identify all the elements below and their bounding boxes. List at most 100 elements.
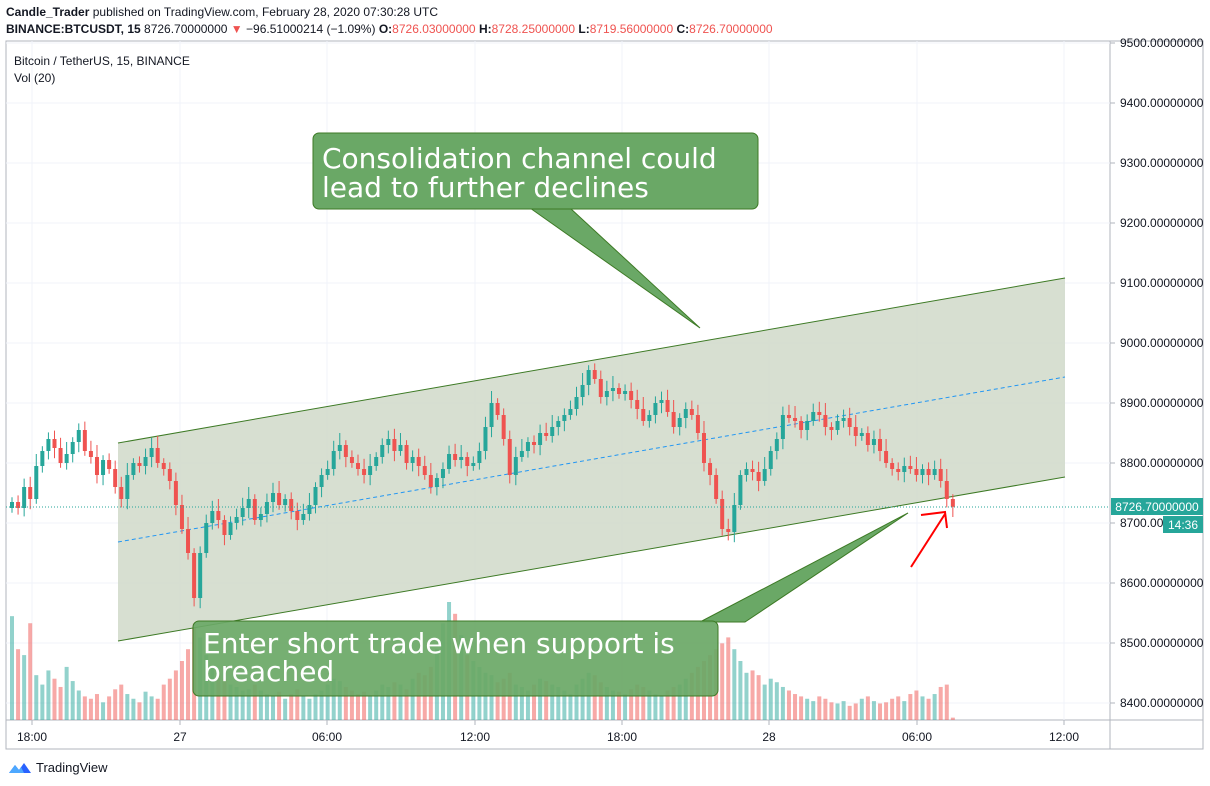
volume-bar bbox=[222, 678, 227, 720]
symbol-info-line: BINANCE:BTCUSDT, 15 8726.70000000 ▼ −96.… bbox=[6, 22, 773, 36]
volume-bar bbox=[629, 689, 634, 720]
volume-bar bbox=[186, 649, 191, 720]
candle-body bbox=[610, 388, 615, 391]
volume-bar bbox=[750, 670, 755, 720]
volume-bar bbox=[592, 675, 597, 720]
volume-bar bbox=[240, 690, 245, 720]
volume-bar bbox=[556, 686, 561, 720]
last-price-label: 8726.70000000 bbox=[1115, 500, 1199, 514]
top-callout-line-2: lead to further declines bbox=[322, 171, 649, 204]
volume-bar bbox=[40, 684, 45, 720]
top-callout-box[interactable] bbox=[312, 132, 759, 210]
volume-bar bbox=[295, 689, 300, 720]
volume-bar bbox=[865, 696, 870, 720]
change-text: −96.51000214 (−1.09%) bbox=[246, 22, 376, 36]
candle-body bbox=[192, 553, 197, 598]
legend-pair[interactable]: Bitcoin / TetherUS, 15, BINANCE bbox=[14, 54, 190, 68]
volume-bar bbox=[623, 694, 628, 720]
candle-body bbox=[768, 451, 773, 469]
volume-bar bbox=[780, 686, 785, 720]
time-axis[interactable]: 18:00 27 06:00 12:00 18:00 28 06:00 12:00 bbox=[17, 720, 1079, 744]
candle-body bbox=[902, 466, 907, 472]
candle-body bbox=[841, 418, 846, 421]
candle-body bbox=[865, 433, 870, 445]
candle-body bbox=[264, 502, 269, 514]
volume-bar bbox=[88, 698, 93, 720]
volume-bar bbox=[355, 694, 360, 720]
candle-body bbox=[641, 409, 646, 421]
channel-lower-line[interactable] bbox=[117, 476, 1066, 642]
candle-body bbox=[647, 415, 652, 421]
candle-body bbox=[258, 514, 263, 520]
volume-bar bbox=[786, 690, 791, 720]
candle-body bbox=[920, 469, 925, 475]
candle-body bbox=[683, 409, 688, 418]
candle-body bbox=[689, 409, 694, 415]
volume-bar bbox=[677, 684, 682, 720]
candle-body bbox=[76, 430, 81, 442]
volume-bar bbox=[550, 684, 555, 720]
bottom-callout-line-1: Enter short trade when support is bbox=[203, 627, 675, 660]
price-tick-label: 9100.00000000 bbox=[1120, 276, 1204, 290]
candle-body bbox=[149, 448, 154, 457]
volume-bar bbox=[392, 682, 397, 720]
volume-bar bbox=[173, 670, 178, 720]
candle-body bbox=[519, 451, 524, 457]
candle-body bbox=[398, 445, 403, 451]
candle-body bbox=[756, 472, 761, 481]
volume-bar bbox=[495, 682, 500, 720]
volume-bar bbox=[525, 690, 530, 720]
candle-body bbox=[878, 439, 883, 451]
candle-body bbox=[107, 460, 112, 469]
volume-bar bbox=[258, 690, 263, 720]
volume-bar bbox=[52, 678, 57, 720]
candle-body bbox=[422, 466, 427, 475]
candle-body bbox=[604, 391, 609, 397]
legend-volume[interactable]: Vol (20) bbox=[14, 71, 55, 85]
candle-body bbox=[240, 508, 245, 517]
bottom-callout-box[interactable] bbox=[192, 620, 719, 697]
time-tick-label: 18:00 bbox=[607, 730, 637, 744]
volume-bar bbox=[101, 702, 106, 720]
candle-body bbox=[853, 427, 858, 436]
volume-bar bbox=[732, 649, 737, 720]
time-tick-label: 18:00 bbox=[17, 730, 47, 744]
top-callout-line-1: Consolidation channel could bbox=[322, 142, 717, 175]
candle-body bbox=[574, 397, 579, 409]
price-axis[interactable]: 8400.00000000 8500.00000000 8600.00000000 8… bbox=[1110, 36, 1204, 710]
volume-bar bbox=[920, 696, 925, 720]
candle-body bbox=[113, 469, 118, 487]
candle-body bbox=[829, 427, 834, 430]
candle-body bbox=[708, 463, 713, 475]
candle-body bbox=[653, 403, 658, 415]
volume-bar bbox=[519, 686, 524, 720]
candle-body bbox=[16, 502, 21, 508]
author-name[interactable]: Candle_Trader bbox=[6, 5, 90, 19]
channel-upper-line[interactable] bbox=[117, 277, 1066, 444]
volume-bar bbox=[653, 694, 658, 720]
footer-brand[interactable]: TradingView bbox=[8, 760, 108, 775]
volume-bar bbox=[932, 694, 937, 720]
candle-body bbox=[774, 439, 779, 451]
candle-body bbox=[659, 400, 664, 403]
open-value: 8726.03000000 bbox=[392, 22, 476, 36]
volume-bar bbox=[94, 694, 99, 720]
volume-bar bbox=[343, 686, 348, 720]
volume-bar bbox=[337, 681, 342, 720]
close-value: 8726.70000000 bbox=[689, 22, 773, 36]
candle-body bbox=[811, 412, 816, 421]
volume-bar bbox=[890, 698, 895, 720]
candle-body bbox=[617, 388, 621, 394]
volume-bar bbox=[574, 684, 579, 720]
candle-body bbox=[465, 457, 470, 466]
candle-body bbox=[28, 487, 33, 499]
volume-bar bbox=[319, 690, 324, 720]
volume-bar bbox=[76, 690, 81, 720]
candle-body bbox=[525, 442, 530, 451]
candle-body bbox=[447, 454, 452, 469]
candle-body bbox=[137, 463, 142, 466]
candle-body bbox=[252, 499, 257, 520]
symbol-label[interactable]: BINANCE:BTCUSDT, 15 bbox=[6, 22, 141, 36]
volume-bar bbox=[307, 698, 312, 720]
